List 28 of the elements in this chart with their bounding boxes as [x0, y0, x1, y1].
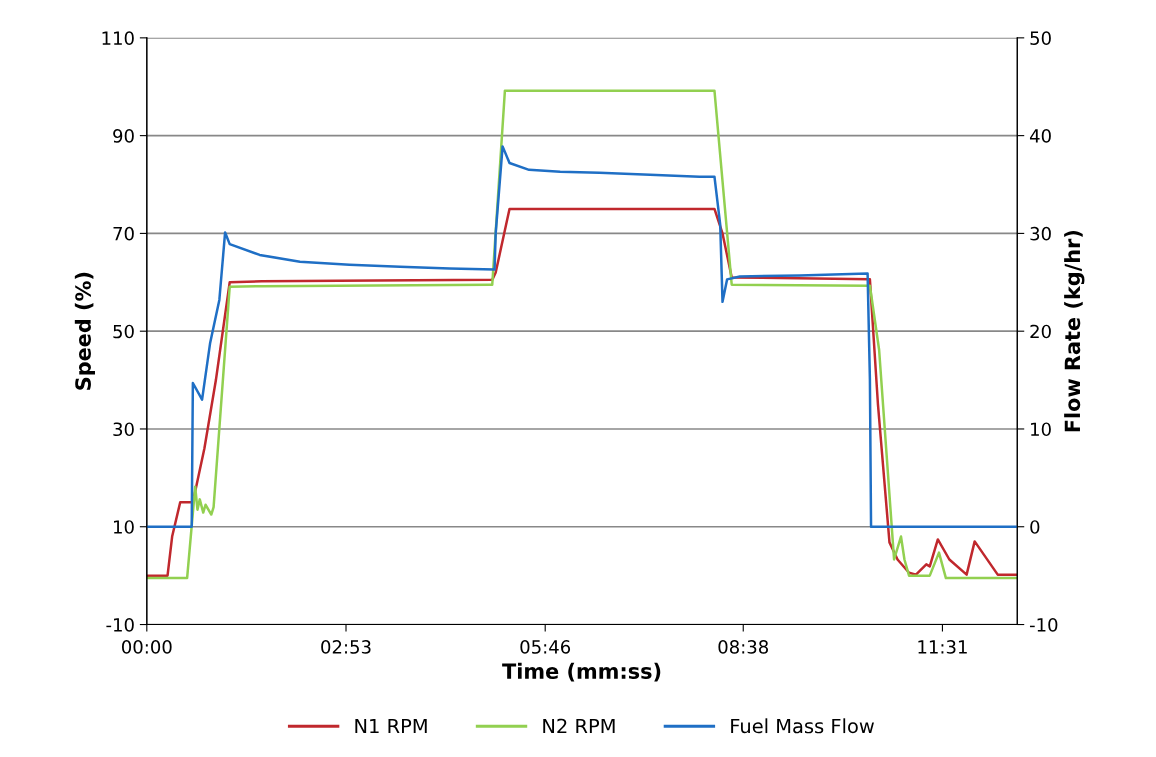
y-axis-title: Speed (%): [74, 272, 95, 390]
x-tick-label: 11:31: [918, 640, 967, 654]
line-series: [146, 145, 1018, 528]
y-tick-label: 90: [113, 129, 134, 143]
legend-label: Fuel Mass Flow: [731, 718, 874, 734]
x-tick-label: 02:53: [321, 640, 371, 654]
y2-tick-label: 0: [1030, 520, 1040, 534]
line-series: [146, 207, 1018, 577]
y-tick-label: 70: [113, 226, 134, 241]
legend-label: N1 RPM: [355, 718, 427, 734]
y2-tick-label: 40: [1029, 129, 1051, 143]
legend-label: N2 RPM: [543, 718, 615, 734]
x-tick-label: 00:00: [121, 640, 172, 654]
y2-tick-label: 50: [1030, 31, 1051, 45]
y-tick-label: 30: [113, 422, 134, 437]
y2-tick-label: 30: [1030, 226, 1051, 241]
y-tick-label: 10: [114, 520, 134, 534]
y-tick-label: 110: [102, 31, 134, 45]
y2-tick-label: 20: [1030, 324, 1051, 339]
y2-tick-label: -10: [1029, 617, 1058, 632]
x-tick-label: 08:38: [718, 640, 769, 654]
y2-axis-title: Flow Rate (kg/hr): [1064, 230, 1085, 432]
x-axis-title: Time (mm:ss): [502, 662, 661, 682]
y2-tick-label: 10: [1031, 422, 1051, 437]
y-tick-label: 50: [113, 324, 134, 339]
x-tick-label: 05:46: [520, 640, 571, 654]
y-tick-label: -10: [106, 617, 134, 632]
line-series: [146, 89, 1018, 580]
